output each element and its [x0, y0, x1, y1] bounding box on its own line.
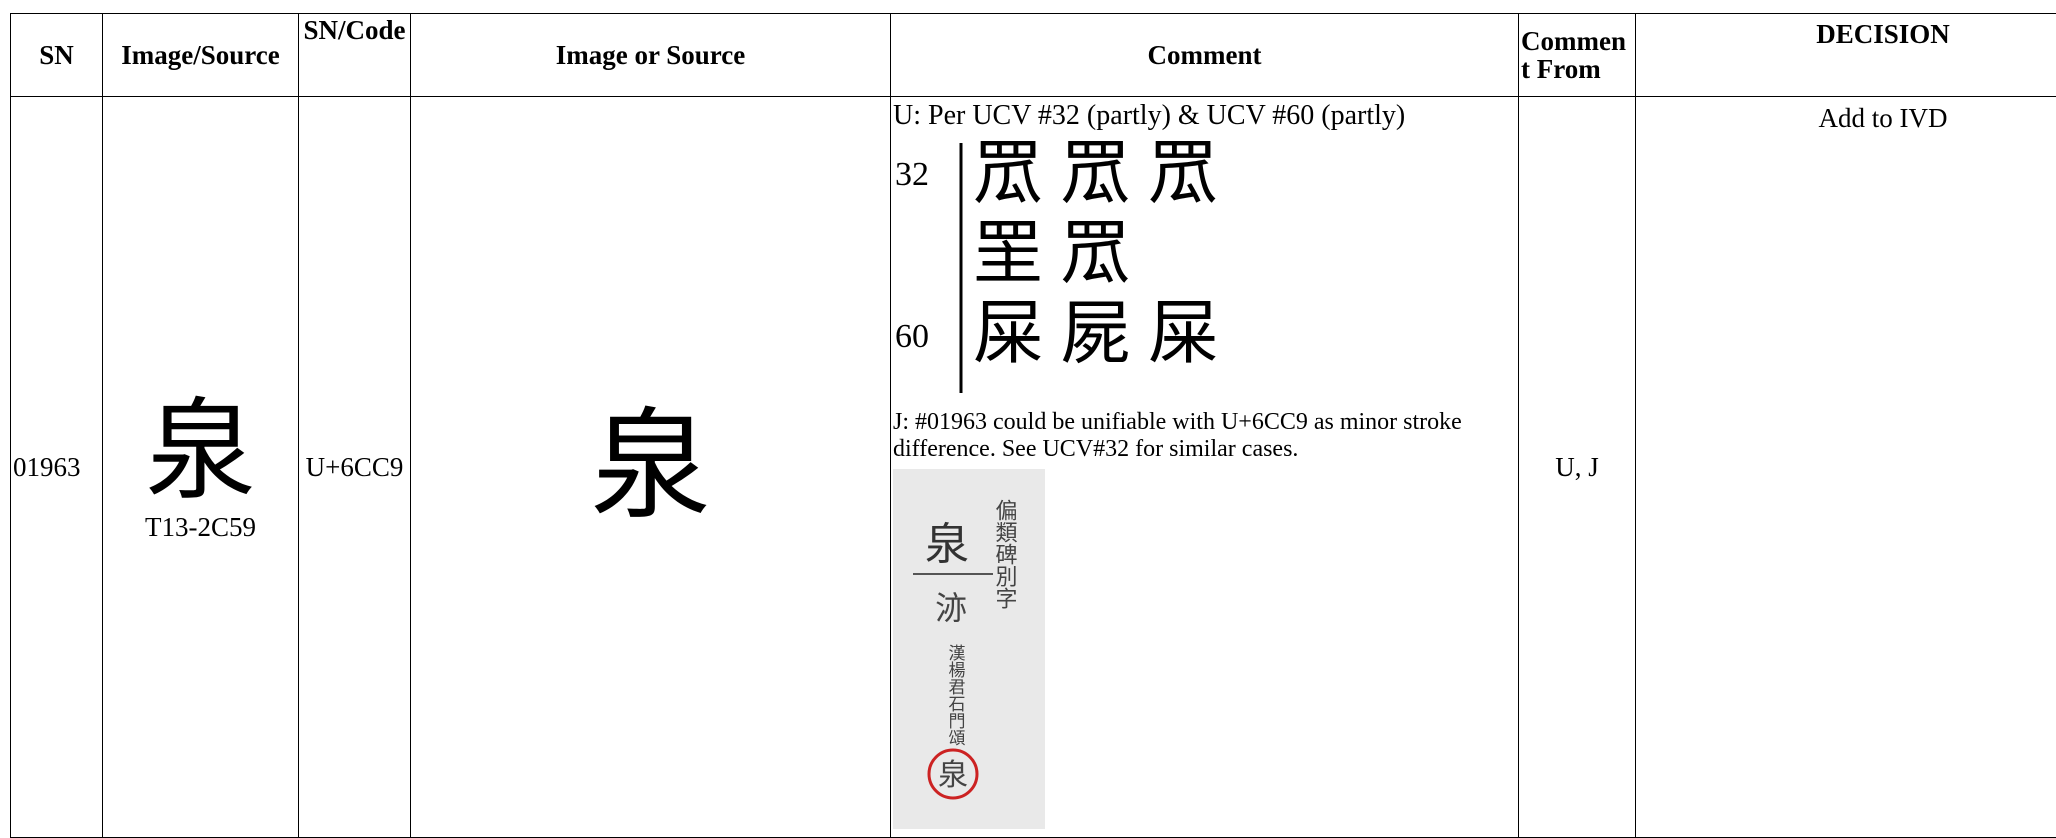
source-glyph: 泉	[105, 392, 296, 512]
header: SN	[11, 14, 103, 97]
comment-from: U, J	[1519, 97, 1636, 838]
glyph-cell: 泉	[411, 97, 891, 838]
scan-variant: 洂	[935, 590, 967, 626]
header: Image/Source	[103, 14, 299, 97]
ucv-glyphs: 屎 屍 屎	[973, 296, 1218, 373]
header: SN/Code	[299, 14, 411, 97]
scan-image: 偏類碑別字 泉 洂 漢楊君石門頌 泉	[893, 469, 1045, 829]
header-row: SN Image/Source SN/Code Image or Source …	[11, 14, 2056, 97]
j-comment: J: #01963 could be unifiable with U+6CC9…	[893, 409, 1516, 463]
row: 01963 泉 T13-2C59 U+6CC9 泉 U: Per UCV #32…	[11, 97, 2056, 838]
ucv-label: 60	[895, 318, 929, 355]
header: Image or Source	[411, 14, 891, 97]
ucv-label: 32	[895, 156, 929, 193]
decision: Add to IVD	[1636, 97, 2056, 838]
u-comment: U: Per UCV #32 (partly) & UCV #60 (partl…	[893, 101, 1516, 131]
ucv-glyphs: 罜 罛	[973, 216, 1131, 293]
scan-title: 偏類碑別字	[993, 499, 1018, 609]
code: U+6CC9	[299, 97, 411, 838]
source-cell: 泉 T13-2C59	[103, 97, 299, 838]
scan-head: 泉	[925, 520, 969, 569]
header: Comment	[891, 14, 1519, 97]
header: Comment From	[1519, 14, 1636, 97]
ucv-image: 32 罛 罛 罛 罜 罛 60 屎 屍 屎	[893, 135, 1233, 395]
scan-circled: 泉	[938, 759, 968, 792]
scan-note: 漢楊君石門頌	[946, 644, 966, 746]
source: T13-2C59	[145, 512, 256, 542]
ivd-table: SN Image/Source SN/Code Image or Source …	[10, 13, 2056, 838]
page: SN Image/Source SN/Code Image or Source …	[0, 0, 2056, 818]
comment: U: Per UCV #32 (partly) & UCV #60 (partl…	[891, 97, 1519, 838]
ucv-glyphs: 罛 罛 罛	[973, 136, 1218, 213]
header: DECISION	[1636, 14, 2056, 97]
scan-bg	[893, 469, 1045, 829]
sn: 01963	[11, 97, 103, 838]
glyph: 泉	[413, 407, 888, 527]
